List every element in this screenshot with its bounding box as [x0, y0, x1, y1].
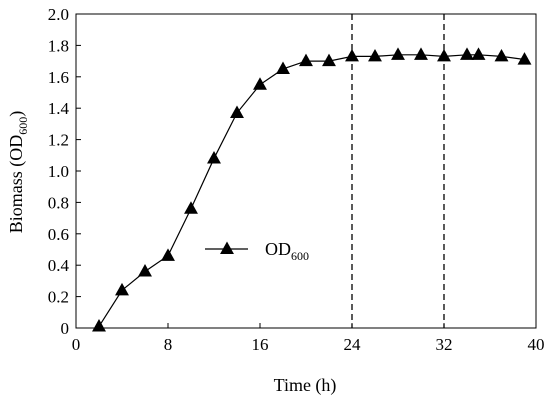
- y-tick-label: 0.4: [48, 256, 70, 275]
- y-tick-label: 1.0: [48, 162, 69, 181]
- reference-lines-layer: [351, 14, 445, 328]
- data-point-marker: [115, 282, 129, 296]
- data-point-marker: [92, 318, 106, 332]
- data-point-marker: [345, 48, 359, 62]
- data-point-marker: [368, 48, 382, 62]
- data-point-marker: [230, 105, 244, 118]
- y-axis-title: Biomass (OD600): [6, 111, 30, 234]
- legend: OD600: [205, 239, 309, 263]
- data-point-marker: [460, 47, 474, 60]
- y-axis-title-end: ): [6, 111, 27, 117]
- data-point-marker: [299, 53, 313, 67]
- y-axis-title-subscript: 600: [16, 117, 30, 135]
- x-axis-title: Time (h): [274, 375, 337, 396]
- y-tick-label: 1.2: [48, 131, 69, 150]
- x-tick-label: 40: [528, 335, 545, 354]
- data-point-marker: [184, 201, 198, 214]
- legend-label-subscript: 600: [291, 249, 309, 263]
- x-tick-label: 0: [72, 335, 81, 354]
- x-tick-label: 32: [436, 335, 453, 354]
- data-point-marker: [161, 248, 175, 261]
- legend-label: OD600: [265, 239, 309, 263]
- data-point-marker: [494, 48, 509, 62]
- data-point-marker: [253, 77, 267, 90]
- data-point-marker: [437, 48, 451, 62]
- legend-marker-triangle: [220, 241, 234, 255]
- y-tick-label: 0.8: [48, 193, 69, 212]
- y-tick-label: 1.6: [48, 68, 69, 87]
- x-tick-label: 16: [252, 335, 269, 354]
- y-axis-title-main: Biomass (OD: [6, 135, 27, 234]
- data-point-marker: [322, 53, 336, 67]
- legend-label-main: OD: [265, 239, 291, 259]
- y-tick-label: 0: [61, 319, 70, 338]
- data-point-marker: [471, 47, 486, 60]
- y-tick-label: 2.0: [48, 5, 69, 24]
- data-point-marker: [207, 151, 221, 164]
- series-layer: [92, 47, 532, 332]
- x-tick-label: 8: [164, 335, 173, 354]
- y-tick-label: 1.8: [48, 36, 69, 55]
- axes-layer: 0 8 16 24 32 40 0 0.2 0.4 0.6 0.8 1.0 1.2 1.4 1.6 1.8 2.…: [48, 5, 545, 354]
- x-tick-label: 24: [344, 335, 362, 354]
- data-point-marker: [391, 47, 405, 60]
- y-tick-label: 1.4: [48, 99, 70, 118]
- data-point-marker: [138, 264, 152, 277]
- y-tick-label: 0.2: [48, 288, 69, 307]
- y-tick-label: 0.6: [48, 225, 69, 244]
- data-point-marker: [517, 52, 532, 65]
- series-line: [98, 54, 525, 327]
- data-point-marker: [276, 61, 290, 74]
- data-point-marker: [414, 47, 428, 60]
